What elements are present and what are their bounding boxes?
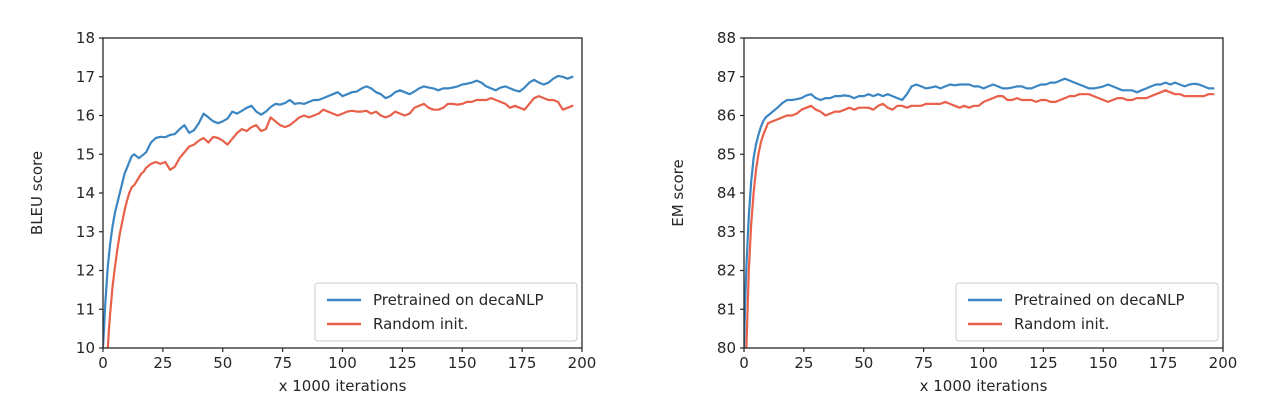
series-line-random-init	[745, 89, 1215, 348]
x-tick-label: 75	[914, 354, 933, 372]
x-tick-label: 100	[328, 354, 357, 372]
y-tick-label: 17	[76, 68, 95, 86]
y-tick-label: 14	[76, 184, 95, 202]
legend-label-pretrained-on-decanlp: Pretrained on decaNLP	[1014, 291, 1185, 309]
plot-frame	[743, 37, 1224, 349]
y-tick-label: 12	[76, 262, 95, 280]
x-tick-label: 150	[1089, 354, 1118, 372]
legend: Pretrained on decaNLP Random init.	[314, 282, 578, 342]
legend-label-random-init: Random init.	[1014, 315, 1109, 333]
em-score-chart: 0 25 50 75 100 125 150 175 200 80 81 82 83 84 85 86 87 88…	[641, 0, 1282, 414]
y-tick-label: 87	[717, 68, 736, 86]
y-tick-label: 81	[717, 300, 736, 318]
y-tick-label: 85	[717, 145, 736, 163]
x-tick-label: 200	[568, 354, 597, 372]
x-tick-label: 50	[213, 354, 232, 372]
bleu-score-chart-svg: 0 25 50 75 100 125 150 175 200 10 11 12 13 14 15 16 17 18…	[0, 0, 641, 414]
y-tick-label: 88	[717, 29, 736, 47]
legend-box	[314, 282, 578, 342]
series-line-pretrained-on-decanlp	[103, 74, 574, 348]
x-tick-label: 75	[273, 354, 292, 372]
y-tick-label: 82	[717, 262, 736, 280]
x-tick-label: 0	[98, 354, 108, 372]
x-tick-label: 25	[153, 354, 172, 372]
y-tick-label: 16	[76, 107, 95, 125]
y-tick-label: 86	[717, 107, 736, 125]
em-score-chart-svg: 0 25 50 75 100 125 150 175 200 80 81 82 83 84 85 86 87 88…	[641, 0, 1282, 414]
x-tick-label: 175	[508, 354, 537, 372]
x-tick-label: 0	[739, 354, 749, 372]
chart-background	[641, 0, 1282, 414]
plot-frame	[102, 37, 583, 349]
y-axis-label: EM score	[669, 159, 687, 227]
x-tick-label: 125	[1029, 354, 1058, 372]
x-axis-label: x 1000 iterations	[920, 377, 1048, 395]
y-tick-label: 80	[717, 339, 736, 357]
series-line-random-init	[106, 94, 574, 348]
legend-box	[955, 282, 1219, 342]
y-tick-label: 83	[717, 223, 736, 241]
y-tick-label: 84	[717, 184, 736, 202]
y-tick-label: 11	[76, 300, 95, 318]
y-tick-label: 10	[76, 339, 95, 357]
series-line-pretrained-on-decanlp	[744, 77, 1215, 348]
legend-label-random-init: Random init.	[373, 315, 468, 333]
x-tick-label: 100	[969, 354, 998, 372]
legend-label-pretrained-on-decanlp: Pretrained on decaNLP	[373, 291, 544, 309]
y-tick-label: 13	[76, 223, 95, 241]
legend: Pretrained on decaNLP Random init.	[955, 282, 1219, 342]
x-tick-label: 150	[448, 354, 477, 372]
y-axis-label: BLEU score	[28, 151, 46, 235]
bleu-score-chart: 0 25 50 75 100 125 150 175 200 10 11 12 13 14 15 16 17 18…	[0, 0, 641, 414]
x-tick-label: 200	[1209, 354, 1238, 372]
y-tick-label: 15	[76, 145, 95, 163]
x-tick-label: 125	[388, 354, 417, 372]
x-tick-label: 50	[854, 354, 873, 372]
x-tick-label: 175	[1149, 354, 1178, 372]
y-tick-label: 18	[76, 29, 95, 47]
chart-background	[0, 0, 641, 414]
x-axis-label: x 1000 iterations	[279, 377, 407, 395]
x-tick-label: 25	[794, 354, 813, 372]
